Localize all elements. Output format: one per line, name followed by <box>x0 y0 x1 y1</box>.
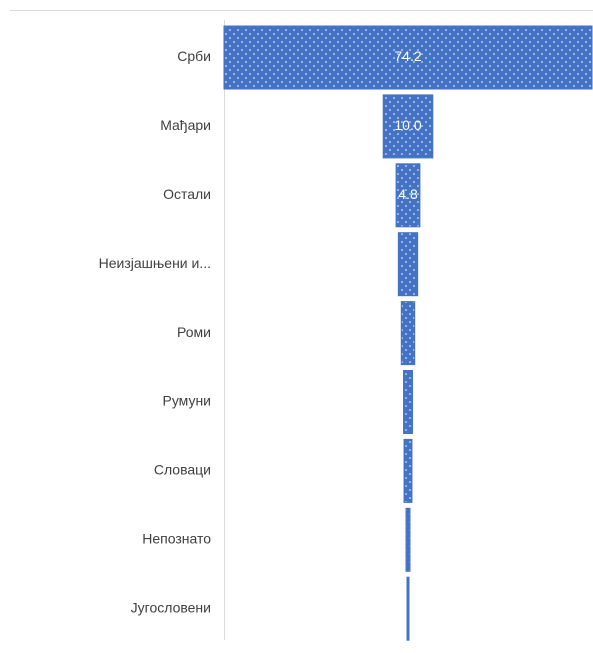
bar <box>403 370 413 434</box>
category-label: Непознато <box>142 531 211 547</box>
bar <box>405 507 411 572</box>
value-label: 74.2 <box>394 48 421 64</box>
category-label: Југословени <box>131 599 211 615</box>
bar <box>400 301 416 366</box>
category-label: Словаци <box>154 462 211 478</box>
category-label: Роми <box>177 324 211 340</box>
category-label: Остали <box>163 186 211 202</box>
bar <box>406 576 410 641</box>
bar <box>403 438 413 503</box>
value-label: 10.0 <box>394 117 421 133</box>
category-label: Неизјашњени и... <box>99 255 211 271</box>
category-label: Румуни <box>162 393 211 409</box>
bar <box>397 232 419 297</box>
bar <box>223 25 593 90</box>
category-label: Срби <box>177 48 211 64</box>
category-label: Мађари <box>160 117 211 133</box>
value-label: 4.8 <box>398 186 418 202</box>
bar <box>382 94 434 159</box>
bar <box>395 163 421 228</box>
